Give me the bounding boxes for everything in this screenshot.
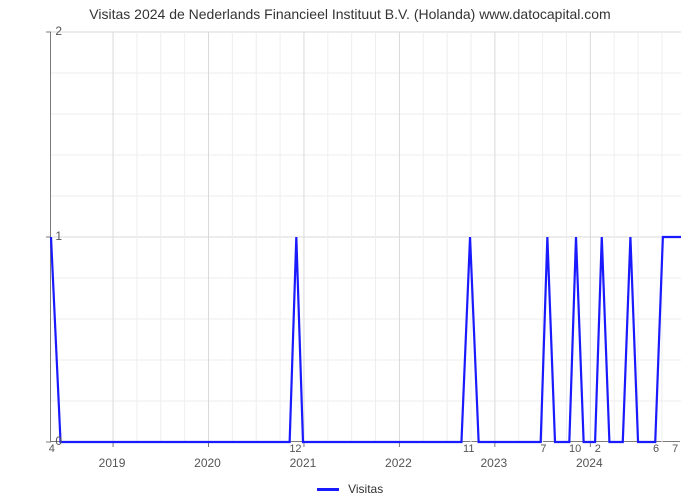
visits-series-line (51, 237, 681, 442)
legend-label: Visitas (348, 482, 383, 496)
x-axis-tick-label: 2019 (99, 456, 126, 470)
y-axis-tick-label: 2 (12, 24, 62, 38)
x-axis-tick-label: 2024 (576, 456, 603, 470)
y-axis-tick-label: 1 (12, 229, 62, 243)
chart-container: Visitas 2024 de Nederlands Financieel In… (0, 0, 700, 500)
chart-title: Visitas 2024 de Nederlands Financieel In… (0, 6, 700, 22)
x-data-value-label: 6 (653, 443, 659, 455)
x-axis-tick-label: 2020 (194, 456, 221, 470)
chart-svg (51, 32, 681, 442)
x-data-value-label: 11 (463, 443, 474, 455)
x-data-value-label: 2 (595, 443, 601, 455)
x-data-value-label: 12 (289, 443, 301, 455)
legend-swatch (317, 488, 339, 491)
x-axis-tick-label: 2021 (290, 456, 317, 470)
plot-area (50, 32, 680, 442)
x-data-value-label: 7 (672, 443, 678, 455)
x-data-value-label: 4 (49, 443, 55, 455)
x-axis-tick-label: 2022 (385, 456, 412, 470)
x-data-value-label: 7 (540, 443, 546, 455)
legend: Visitas (0, 482, 700, 496)
x-axis-tick-label: 2023 (481, 456, 508, 470)
x-data-value-label: 10 (569, 443, 581, 455)
